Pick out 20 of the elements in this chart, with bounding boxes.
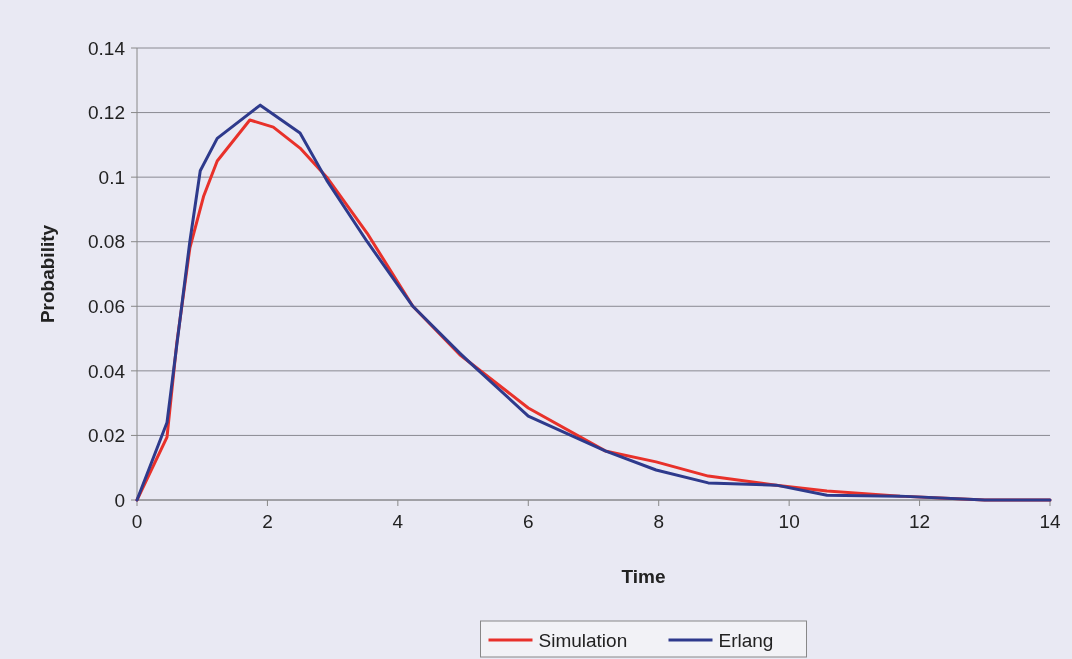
legend-label: Erlang	[718, 629, 774, 651]
x-tick-label: 0	[131, 511, 143, 532]
y-tick-label: 0.08	[88, 231, 125, 253]
x-tick-label: 12	[909, 511, 931, 532]
y-axis-title: Probability	[37, 224, 58, 324]
legend-label: Simulation	[538, 629, 628, 651]
y-tick-label: 0.06	[88, 295, 125, 317]
x-tick-label: 2	[262, 511, 273, 532]
x-tick-label: 14	[1039, 511, 1061, 532]
x-tick-label: 4	[392, 511, 404, 532]
y-tick-label: 0	[114, 489, 125, 511]
y-tick-label: 0.14	[88, 37, 126, 59]
y-tick-label: 0.04	[88, 360, 126, 382]
x-tick-label: 8	[653, 511, 664, 532]
x-axis-title: Time	[621, 566, 666, 587]
y-tick-label: 0.12	[88, 102, 125, 124]
x-tick-label: 6	[523, 511, 534, 532]
y-tick-label: 0.02	[88, 425, 125, 447]
x-tick-label: 10	[778, 511, 800, 532]
y-tick-label: 0.1	[98, 166, 125, 188]
